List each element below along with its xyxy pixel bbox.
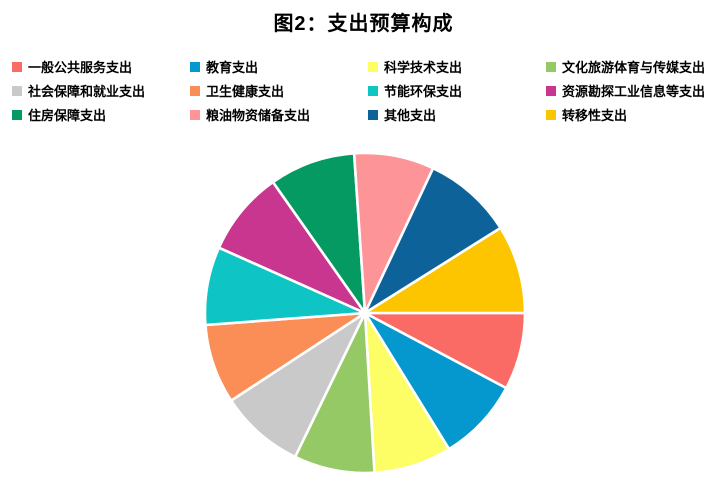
legend-swatch-icon bbox=[12, 110, 22, 120]
legend-swatch-icon bbox=[190, 86, 200, 96]
pie-slice-12[interactable] bbox=[363, 226, 527, 315]
legend-label: 节能环保支出 bbox=[384, 83, 463, 99]
legend-label: 文化旅游体育与传媒支出 bbox=[562, 59, 706, 75]
legend-label: 资源勘探工业信息等支出 bbox=[562, 83, 706, 99]
pie-plot-area bbox=[203, 151, 527, 475]
legend-item-6[interactable]: 卫生健康支出 bbox=[190, 84, 368, 98]
legend-swatch-icon bbox=[12, 62, 22, 72]
legend-label: 社会保障和就业支出 bbox=[28, 83, 146, 99]
legend-item-8[interactable]: 资源勘探工业信息等支出 bbox=[546, 84, 705, 98]
legend-label: 其他支出 bbox=[384, 107, 437, 123]
legend-swatch-icon bbox=[546, 110, 556, 120]
legend-swatch-icon bbox=[368, 86, 378, 96]
legend-item-2[interactable]: 教育支出 bbox=[190, 60, 368, 74]
legend-swatch-icon bbox=[546, 86, 556, 96]
legend-label: 住房保障支出 bbox=[28, 107, 107, 123]
legend-item-4[interactable]: 文化旅游体育与传媒支出 bbox=[546, 60, 705, 74]
pie-slice-9[interactable] bbox=[271, 152, 367, 315]
legend-swatch-icon bbox=[190, 62, 200, 72]
legend-item-5[interactable]: 社会保障和就业支出 bbox=[12, 84, 190, 98]
legend-label: 一般公共服务支出 bbox=[28, 59, 133, 75]
pie-slice-5[interactable] bbox=[229, 311, 367, 459]
pie-slice-11[interactable] bbox=[363, 166, 502, 315]
legend-item-3[interactable]: 科学技术支出 bbox=[368, 60, 546, 74]
legend-item-1[interactable]: 一般公共服务支出 bbox=[12, 60, 190, 74]
legend-label: 粮油物资储备支出 bbox=[206, 107, 311, 123]
legend-item-10[interactable]: 粮油物资储备支出 bbox=[190, 108, 368, 122]
legend-item-7[interactable]: 节能环保支出 bbox=[368, 84, 546, 98]
legend-swatch-icon bbox=[368, 62, 378, 72]
legend-label: 教育支出 bbox=[206, 59, 259, 75]
chart-title: 图2：支出预算构成 bbox=[273, 13, 454, 35]
pie-slice-8[interactable] bbox=[217, 180, 367, 315]
legend-label: 科学技术支出 bbox=[384, 59, 463, 75]
legend-item-11[interactable]: 其他支出 bbox=[368, 108, 546, 122]
legend-swatch-icon bbox=[12, 86, 22, 96]
legend-item-12[interactable]: 转移性支出 bbox=[546, 108, 705, 122]
legend-swatch-icon bbox=[368, 110, 378, 120]
legend-item-9[interactable]: 住房保障支出 bbox=[12, 108, 190, 122]
legend-label: 卫生健康支出 bbox=[206, 83, 285, 99]
chart-legend: 一般公共服务支出 教育支出 科学技术支出 文化旅游体育与传媒支出社会保障和就业支出 卫生… bbox=[12, 60, 705, 122]
pie-slice-2[interactable] bbox=[363, 311, 508, 451]
legend-swatch-icon bbox=[546, 62, 556, 72]
legend-swatch-icon bbox=[190, 110, 200, 120]
legend-label: 转移性支出 bbox=[562, 107, 628, 123]
